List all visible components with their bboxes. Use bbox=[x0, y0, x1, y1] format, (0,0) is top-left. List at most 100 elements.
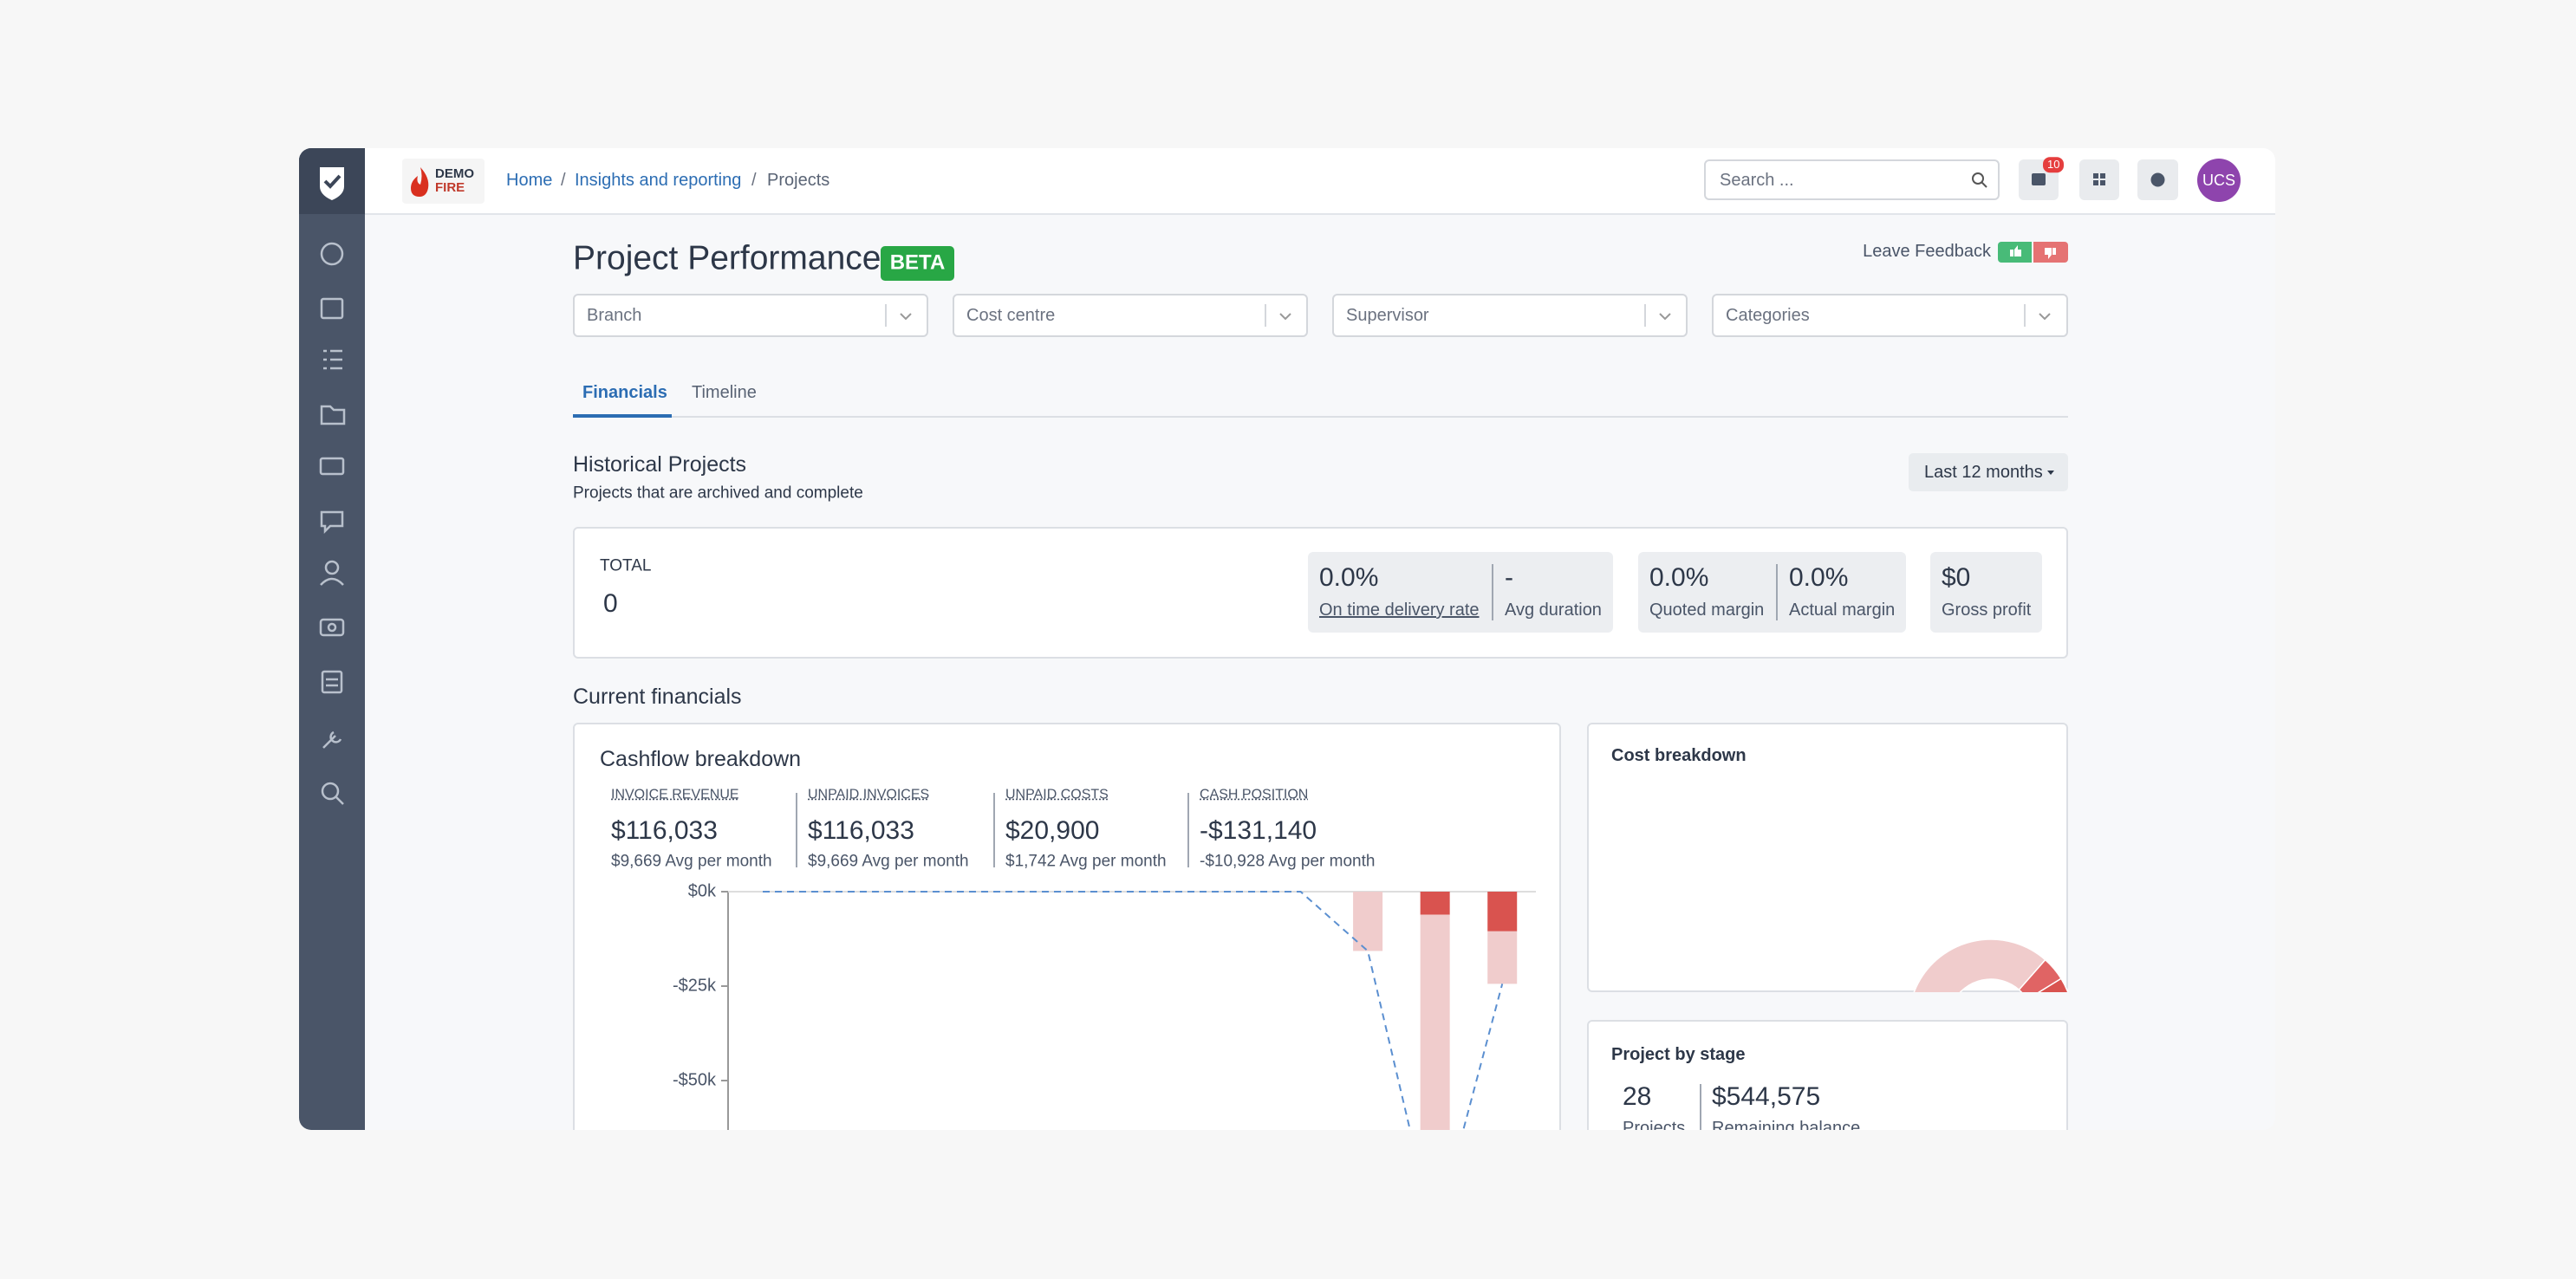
chevron bbox=[900, 313, 912, 321]
slice bbox=[1913, 938, 2046, 992]
stat-label: INVOICE REVENUE bbox=[611, 787, 739, 802]
separator bbox=[1187, 793, 1189, 867]
help-icon bbox=[2150, 172, 2165, 187]
stat-sub: $9,669 Avg per month bbox=[611, 852, 772, 871]
section-title: Current financials bbox=[573, 685, 742, 709]
notification-badge: 10 bbox=[2043, 157, 2065, 172]
chevron bbox=[1659, 313, 1671, 321]
cost-donut: TypeValueEquipment$0Materials$11,500Labo… bbox=[1913, 938, 2068, 992]
apps-button[interactable] bbox=[2079, 159, 2119, 200]
search-box[interactable]: Search ... bbox=[1704, 159, 2000, 200]
separator bbox=[993, 793, 995, 867]
stat-label: UNPAID COSTS bbox=[1005, 787, 1109, 802]
separator bbox=[1492, 564, 1493, 620]
page-title: Project Performance bbox=[573, 239, 881, 277]
beta-badge: BETA bbox=[881, 246, 954, 281]
metric-value: 0.0% bbox=[1319, 563, 1379, 592]
stat-label: UNPAID INVOICES bbox=[808, 787, 930, 802]
badge-text: BETA bbox=[889, 250, 946, 275]
filter-cost-centre[interactable]: Cost centre bbox=[953, 294, 1308, 337]
stage-count: 28 bbox=[1623, 1082, 1652, 1111]
metric-box bbox=[1638, 552, 1906, 633]
bar-segment bbox=[1420, 892, 1450, 915]
y-tick-label: -$25k bbox=[673, 976, 717, 995]
tab[interactable]: Financials bbox=[582, 383, 667, 402]
filter-label: Supervisor bbox=[1346, 306, 1429, 325]
trend-line bbox=[763, 891, 1504, 1130]
total-label: TOTAL bbox=[600, 556, 652, 575]
section-title: Historical Projects bbox=[573, 452, 747, 477]
help-button[interactable] bbox=[2137, 159, 2178, 200]
metric-label: Quoted margin bbox=[1649, 601, 1765, 620]
filter-categories[interactable]: Categories bbox=[1712, 294, 2068, 337]
inbox-button[interactable] bbox=[2019, 159, 2059, 200]
metric-box bbox=[1930, 552, 2042, 633]
separator bbox=[1644, 304, 1646, 327]
flame bbox=[411, 167, 429, 197]
separator bbox=[1776, 564, 1778, 620]
logo-icon bbox=[320, 167, 344, 200]
stat-label: CASH POSITION bbox=[1200, 787, 1309, 802]
filter-label: Cost centre bbox=[966, 306, 1056, 325]
breadcrumb-separator: / bbox=[561, 171, 566, 190]
sidebar-logo[interactable] bbox=[299, 148, 365, 214]
card-title: Project by stage bbox=[1611, 1045, 1746, 1064]
filter-supervisor[interactable]: Supervisor bbox=[1332, 294, 1688, 337]
sidebar-icons bbox=[319, 242, 346, 805]
stage-card bbox=[1587, 1020, 2068, 1130]
filter-label: Categories bbox=[1726, 306, 1810, 325]
tab[interactable]: Timeline bbox=[692, 383, 757, 402]
stat-sub: $1,742 Avg per month bbox=[1005, 852, 1167, 871]
active-tab-underline bbox=[573, 414, 672, 418]
card-title: Cashflow breakdown bbox=[600, 747, 802, 771]
caret bbox=[2047, 471, 2054, 475]
tab-divider bbox=[573, 416, 2068, 418]
feedback-icons bbox=[2010, 245, 2056, 259]
metric-label: Avg duration bbox=[1505, 601, 1602, 620]
logo-text: FIRE bbox=[435, 180, 465, 195]
feedback-label: Leave Feedback bbox=[1863, 242, 1991, 261]
range-dropdown[interactable]: Last 12 months bbox=[1909, 453, 2068, 491]
range-label: Last 12 months bbox=[1924, 463, 2043, 482]
logo-text: DEMO bbox=[435, 166, 474, 181]
avatar-initials: UCS bbox=[2202, 172, 2235, 190]
stat-value: $20,900 bbox=[1005, 816, 1100, 845]
cashflow-chart: $0k -$25k -$50k bbox=[673, 881, 1536, 1130]
filter-branch[interactable]: Branch bbox=[573, 294, 928, 337]
metric-value: 0.0% bbox=[1789, 563, 1849, 592]
stage-count-label: Projects bbox=[1623, 1119, 1686, 1130]
metric-label[interactable]: On time delivery rate bbox=[1319, 601, 1480, 620]
bar-segment bbox=[1487, 892, 1518, 932]
cashflow-card bbox=[573, 723, 1561, 1130]
search-placeholder: Search ... bbox=[1720, 171, 1794, 190]
metric-box bbox=[1308, 552, 1613, 633]
metric-value: 0.0% bbox=[1649, 563, 1709, 592]
stat-value: $116,033 bbox=[611, 816, 718, 845]
chevron bbox=[1279, 313, 1291, 321]
breadcrumb-link[interactable]: Home bbox=[506, 171, 553, 190]
avatar[interactable]: UCS bbox=[2197, 159, 2241, 202]
separator bbox=[796, 793, 797, 867]
breadcrumb-current: Projects bbox=[767, 171, 830, 190]
apps-icon bbox=[2093, 173, 2105, 185]
stat-value: $116,033 bbox=[808, 816, 914, 845]
stat-sub: -$10,928 Avg per month bbox=[1200, 852, 1376, 871]
bar-segment bbox=[1487, 931, 1518, 984]
card-title: Cost breakdown bbox=[1611, 746, 1747, 765]
bar-segment bbox=[1420, 914, 1450, 1130]
app-window: DEMO FIRE Home / Insights and reporting … bbox=[299, 148, 2275, 1130]
metric-value: - bbox=[1505, 563, 1513, 592]
separator bbox=[2024, 304, 2026, 327]
bar-segment bbox=[1353, 892, 1383, 951]
breadcrumb-separator: / bbox=[751, 171, 757, 190]
stat-value: -$131,140 bbox=[1200, 816, 1317, 845]
metric-label: Actual margin bbox=[1789, 601, 1896, 620]
y-tick-label: $0k bbox=[688, 881, 717, 900]
sidebar bbox=[299, 148, 365, 1130]
section-subtitle: Projects that are archived and complete bbox=[573, 484, 863, 503]
metric-value: $0 bbox=[1942, 563, 1971, 592]
separator bbox=[1265, 304, 1266, 327]
breadcrumb-link[interactable]: Insights and reporting bbox=[575, 171, 742, 190]
y-tick-label: -$50k bbox=[673, 1070, 717, 1089]
